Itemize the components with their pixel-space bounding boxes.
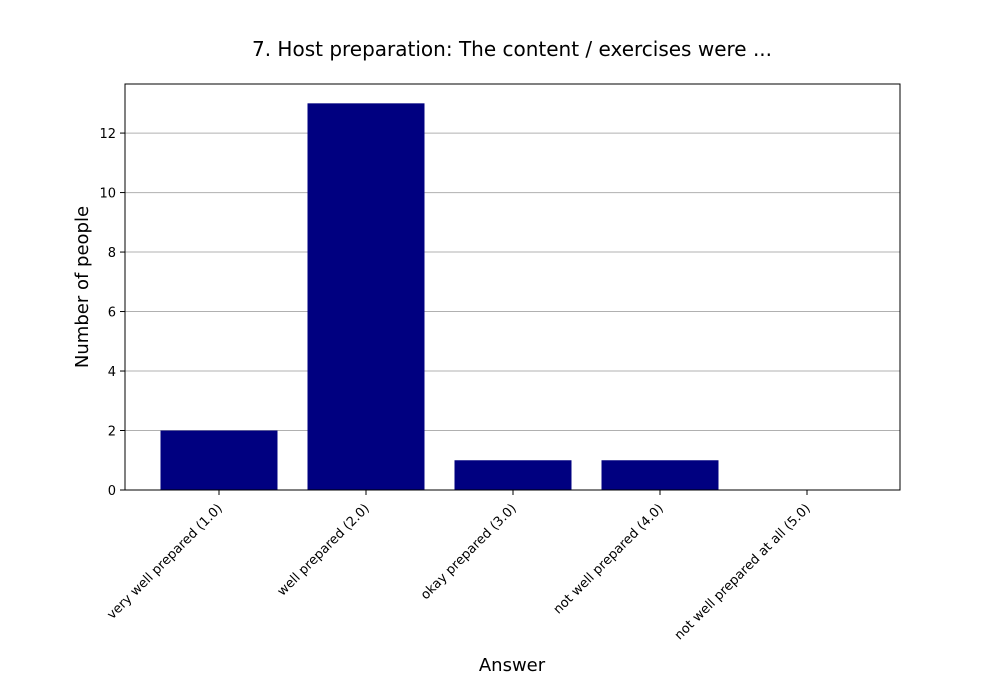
bar bbox=[454, 460, 572, 490]
x-axis-label: Answer bbox=[479, 655, 546, 676]
y-tick-label: 2 bbox=[108, 425, 116, 440]
bar bbox=[601, 460, 719, 490]
chart-title: 7. Host preparation: The content / exerc… bbox=[252, 37, 772, 61]
x-axis-ticks: very well prepared (1.0) well prepared (2… bbox=[104, 490, 814, 643]
y-tick-label: 4 bbox=[108, 365, 116, 380]
bars bbox=[160, 103, 719, 490]
x-tick-label: very well prepared (1.0) bbox=[104, 501, 225, 622]
x-tick-label: okay prepared (3.0) bbox=[418, 501, 520, 603]
x-tick-label: well prepared (2.0) bbox=[275, 501, 373, 599]
y-tick-label: 6 bbox=[108, 306, 116, 321]
bar bbox=[160, 430, 278, 490]
y-tick-label: 12 bbox=[99, 127, 116, 142]
y-tick-label: 10 bbox=[99, 187, 116, 202]
y-axis-label: Number of people bbox=[72, 206, 93, 368]
x-tick-label: not well prepared (4.0) bbox=[551, 501, 667, 617]
y-axis-ticks: 0 2 4 6 8 10 12 bbox=[99, 127, 125, 499]
plot-frame bbox=[124, 83, 901, 491]
x-tick-label: not well prepared at all (5.0) bbox=[672, 501, 814, 643]
y-tick-label: 8 bbox=[108, 246, 116, 261]
y-tick-label: 0 bbox=[108, 484, 116, 499]
bar bbox=[307, 103, 425, 490]
